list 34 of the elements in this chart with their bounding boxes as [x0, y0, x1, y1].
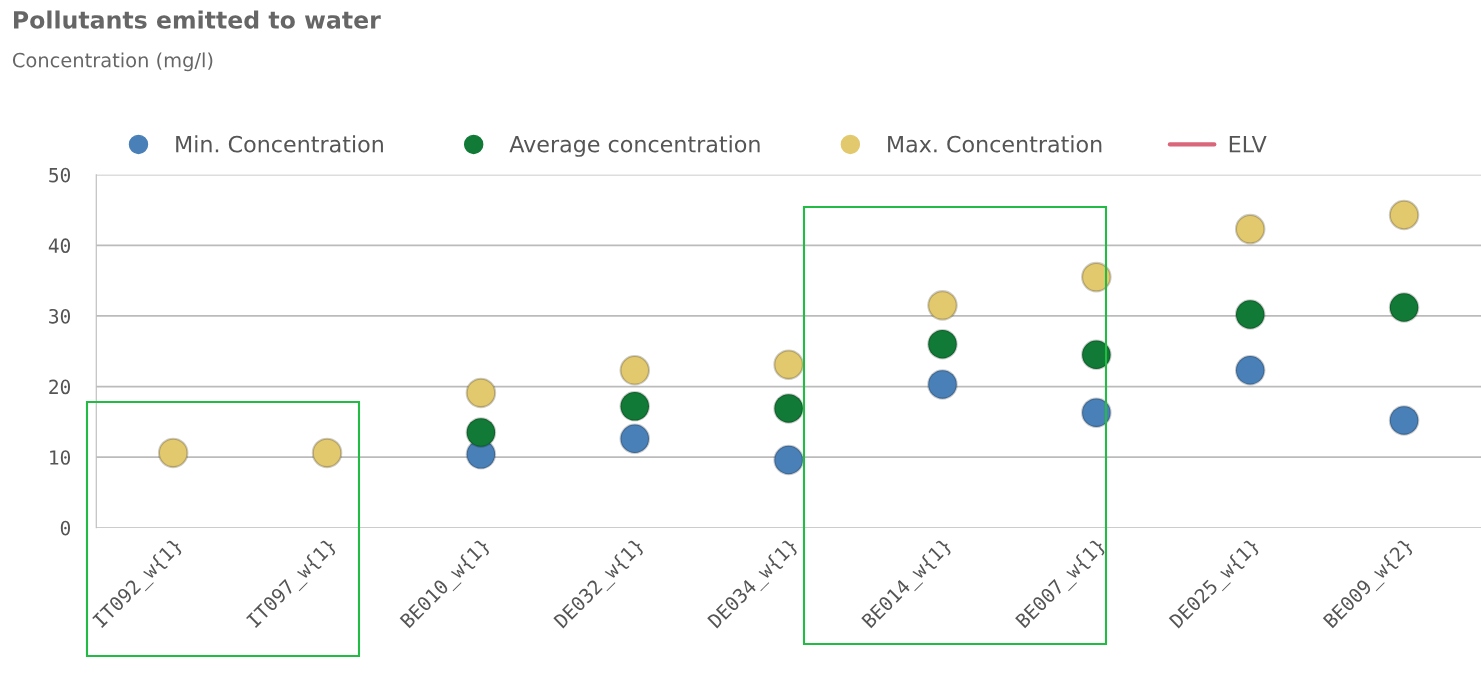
- point: [465, 417, 497, 448]
- point: [619, 391, 651, 422]
- y-tick-label: 20: [49, 379, 70, 395]
- y-tick-label: 50: [49, 167, 70, 183]
- point: [1388, 292, 1420, 323]
- legend-label: Max. Concentration: [888, 135, 1102, 153]
- y-tick-label: 10: [50, 450, 70, 465]
- point: [1388, 405, 1420, 436]
- point: [465, 377, 497, 409]
- point: [773, 444, 804, 476]
- point: [927, 328, 958, 360]
- point: [1234, 213, 1266, 245]
- point: [1081, 261, 1112, 293]
- point: [1081, 339, 1112, 371]
- chart-title: Pollutants emitted to water: [14, 10, 381, 29]
- point: [1234, 299, 1266, 330]
- point: [619, 355, 651, 386]
- chart-subtitle: Concentration (mg/l): [12, 52, 213, 72]
- legend-label: Average concentration: [509, 135, 760, 157]
- y-tick-label: 30: [49, 308, 70, 324]
- point: [927, 369, 958, 400]
- point: [773, 349, 804, 380]
- point: [157, 437, 189, 469]
- point: [773, 393, 804, 424]
- point: [1081, 397, 1112, 428]
- point: [927, 290, 958, 321]
- point: [1388, 199, 1420, 231]
- point: [1234, 355, 1266, 386]
- y-tick-label: 0: [60, 520, 70, 536]
- point: [311, 437, 343, 469]
- y-tick-label: 40: [48, 238, 70, 254]
- point: [619, 423, 651, 455]
- legend-label: Min. Concentration: [176, 135, 383, 153]
- legend-label: ELV: [1229, 136, 1267, 153]
